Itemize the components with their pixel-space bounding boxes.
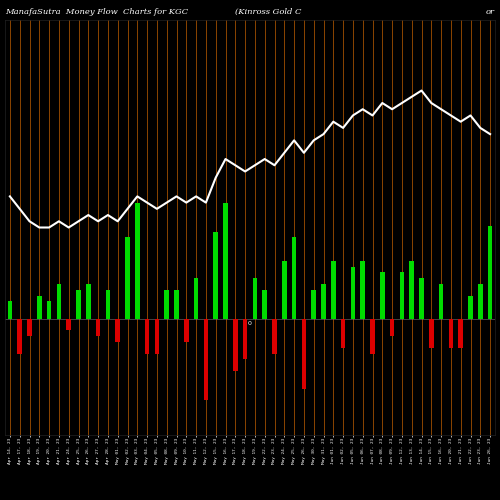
Text: ManafaSutra  Money Flow  Charts for KGC: ManafaSutra Money Flow Charts for KGC	[5, 8, 188, 16]
Bar	[341, 319, 345, 348]
Bar	[380, 272, 384, 319]
Bar	[322, 284, 326, 319]
Bar	[429, 319, 434, 348]
Bar	[76, 290, 80, 319]
Bar	[390, 319, 394, 336]
Text: (Kinross Gold C: (Kinross Gold C	[235, 8, 302, 16]
Bar	[272, 319, 276, 354]
Bar	[400, 272, 404, 319]
Bar	[18, 319, 22, 354]
Bar	[135, 202, 140, 319]
Bar	[478, 284, 482, 319]
Bar	[360, 260, 365, 319]
Bar	[86, 284, 90, 319]
Bar	[214, 232, 218, 319]
Bar	[116, 319, 120, 342]
Bar	[194, 278, 198, 319]
Bar	[312, 290, 316, 319]
Bar	[410, 260, 414, 319]
Bar	[126, 238, 130, 319]
Bar	[106, 290, 110, 319]
Bar	[154, 319, 159, 354]
Bar	[448, 319, 453, 348]
Bar	[184, 319, 188, 342]
Bar	[56, 284, 61, 319]
Bar	[458, 319, 463, 348]
Bar	[468, 296, 472, 319]
Bar	[204, 319, 208, 400]
Bar	[420, 278, 424, 319]
Bar	[252, 278, 257, 319]
Bar	[292, 238, 296, 319]
Bar	[282, 260, 286, 319]
Bar	[243, 319, 248, 360]
Bar	[439, 284, 444, 319]
Bar	[145, 319, 150, 354]
Bar	[164, 290, 169, 319]
Bar	[66, 319, 71, 330]
Bar	[224, 202, 228, 319]
Bar	[37, 296, 42, 319]
Bar	[47, 302, 52, 319]
Bar	[262, 290, 267, 319]
Bar	[302, 319, 306, 388]
Bar	[233, 319, 237, 371]
Bar	[488, 226, 492, 319]
Text: 0: 0	[248, 321, 252, 326]
Bar	[370, 319, 374, 354]
Bar	[96, 319, 100, 336]
Bar	[174, 290, 178, 319]
Bar	[331, 260, 336, 319]
Bar	[350, 266, 355, 319]
Text: or: or	[486, 8, 495, 16]
Bar	[8, 302, 12, 319]
Bar	[28, 319, 32, 336]
